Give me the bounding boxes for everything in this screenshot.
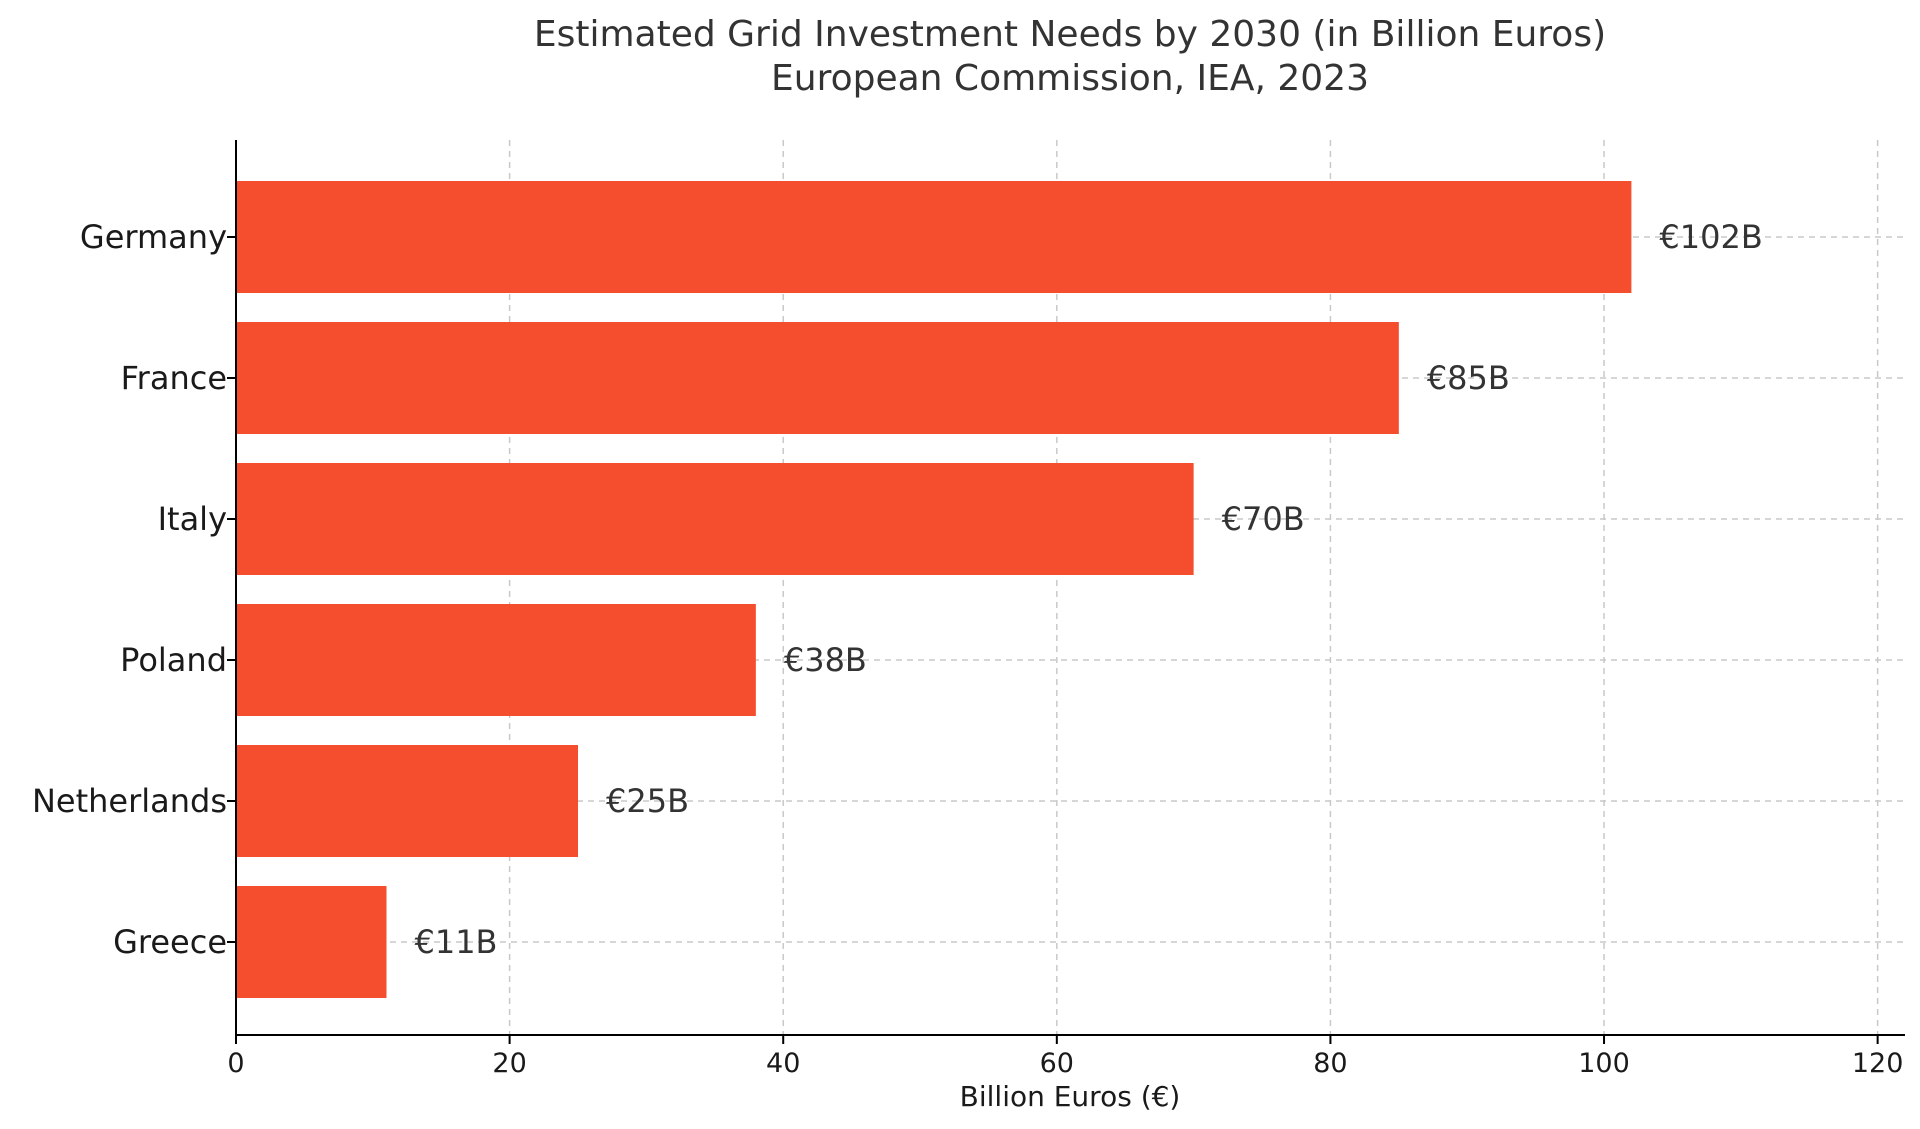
category-label: Netherlands — [32, 782, 227, 820]
x-tick-label: 80 — [1313, 1048, 1347, 1079]
chart-subtitle: European Commission, IEA, 2023 — [771, 58, 1369, 99]
value-label: €11B — [414, 923, 497, 961]
bar-poland — [236, 604, 756, 716]
value-label: €102B — [1659, 218, 1762, 256]
bar-france — [236, 322, 1399, 434]
bars-layer — [236, 181, 1632, 998]
category-label: Italy — [158, 500, 227, 538]
category-label: France — [121, 359, 227, 397]
value-label: €25B — [606, 782, 689, 820]
category-label: Poland — [120, 641, 227, 679]
value-label: €70B — [1222, 500, 1305, 538]
bar-italy — [236, 463, 1194, 575]
value-label: €85B — [1427, 359, 1510, 397]
bar-greece — [236, 886, 387, 998]
value-label: €38B — [784, 641, 867, 679]
chart-title: Estimated Grid Investment Needs by 2030 … — [534, 14, 1606, 55]
bar-netherlands — [236, 745, 579, 857]
x-axis-title: Billion Euros (€) — [960, 1080, 1181, 1113]
category-label: Greece — [113, 923, 227, 961]
x-tick-label: 120 — [1852, 1048, 1904, 1079]
labels-layer: 0 20 40 60 80 100 120 Germany €102B France €85B Ita… — [32, 218, 1903, 1079]
x-tick-label: 40 — [766, 1048, 800, 1079]
category-label: Germany — [80, 218, 227, 256]
bar-germany — [236, 181, 1632, 293]
axes-layer — [227, 140, 1905, 1044]
x-tick-label: 60 — [1040, 1048, 1074, 1079]
x-tick-label: 0 — [227, 1048, 244, 1079]
x-tick-label: 20 — [492, 1048, 526, 1079]
x-tick-label: 100 — [1578, 1048, 1630, 1079]
